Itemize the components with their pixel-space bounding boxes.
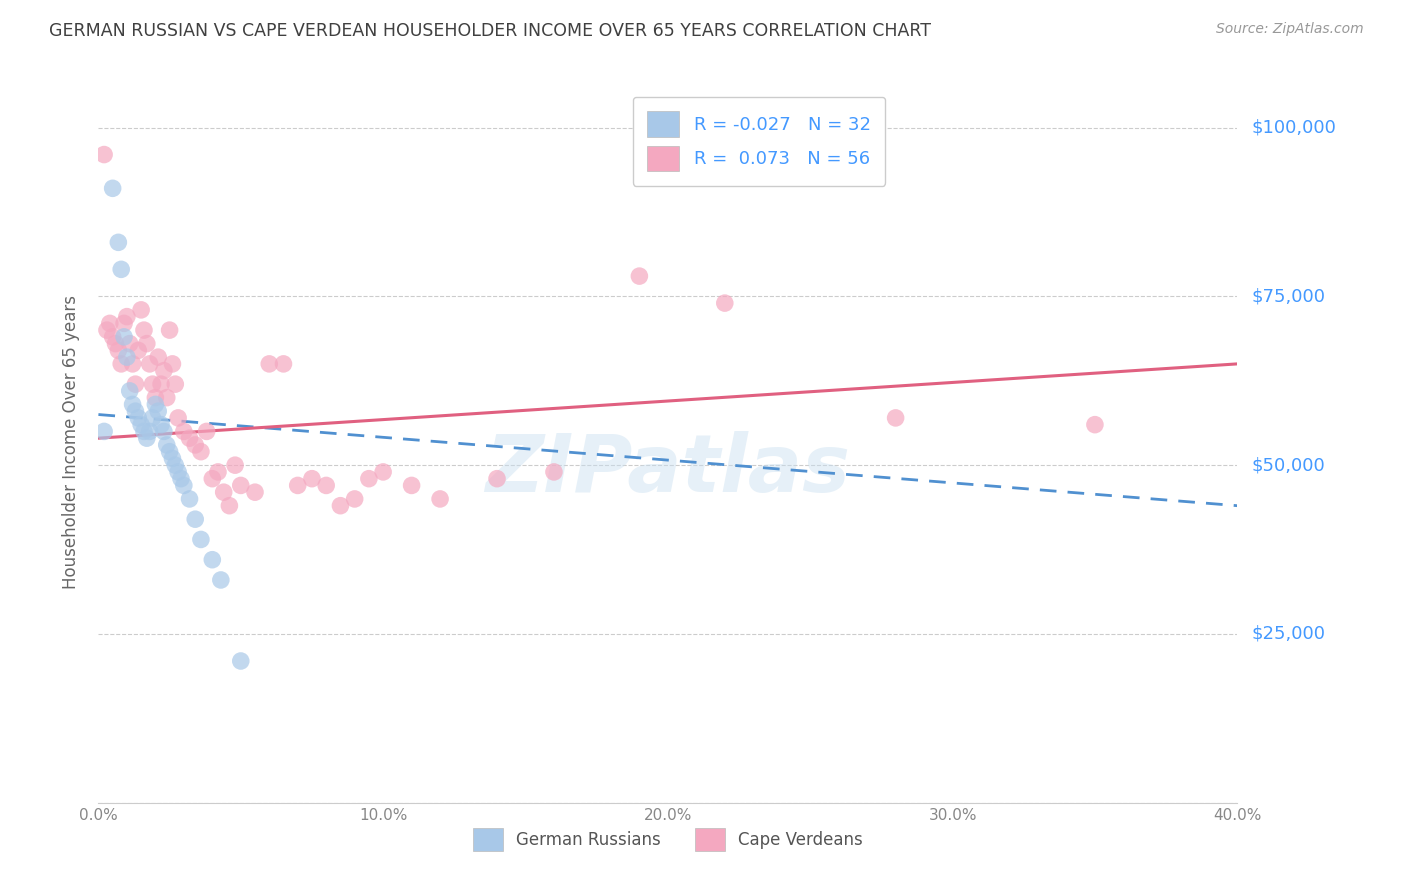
Point bbox=[93, 425, 115, 439]
Text: ZIPatlas: ZIPatlas bbox=[485, 432, 851, 509]
Point bbox=[315, 478, 337, 492]
Point bbox=[159, 444, 181, 458]
Text: GERMAN RUSSIAN VS CAPE VERDEAN HOUSEHOLDER INCOME OVER 65 YEARS CORRELATION CHAR: GERMAN RUSSIAN VS CAPE VERDEAN HOUSEHOLD… bbox=[49, 22, 931, 40]
Point bbox=[301, 472, 323, 486]
Point bbox=[273, 357, 295, 371]
Point bbox=[132, 425, 155, 439]
Point bbox=[112, 330, 135, 344]
Point bbox=[173, 425, 195, 439]
Point bbox=[343, 491, 366, 506]
Point bbox=[159, 323, 181, 337]
Point bbox=[218, 499, 240, 513]
Point bbox=[141, 411, 163, 425]
Point bbox=[145, 397, 167, 411]
Point bbox=[110, 357, 132, 371]
Point bbox=[243, 485, 266, 500]
Point bbox=[135, 431, 157, 445]
Point bbox=[115, 310, 138, 324]
Point bbox=[207, 465, 229, 479]
Point bbox=[212, 485, 235, 500]
Point bbox=[101, 181, 124, 195]
Point bbox=[209, 573, 232, 587]
Point bbox=[229, 654, 252, 668]
Point bbox=[96, 323, 118, 337]
Point bbox=[153, 425, 176, 439]
Point bbox=[259, 357, 281, 371]
Point bbox=[129, 302, 152, 317]
Point bbox=[714, 296, 737, 310]
Point bbox=[107, 235, 129, 250]
Text: $25,000: $25,000 bbox=[1251, 625, 1326, 643]
Point bbox=[107, 343, 129, 358]
Point bbox=[429, 491, 451, 506]
Point bbox=[167, 465, 190, 479]
Point bbox=[118, 336, 141, 351]
Point bbox=[628, 269, 651, 284]
Point bbox=[145, 391, 167, 405]
Point bbox=[170, 472, 193, 486]
Point bbox=[124, 377, 146, 392]
Text: $75,000: $75,000 bbox=[1251, 287, 1326, 305]
Point bbox=[357, 472, 380, 486]
Point bbox=[201, 552, 224, 566]
Point bbox=[156, 391, 179, 405]
Point bbox=[127, 411, 149, 425]
Text: Source: ZipAtlas.com: Source: ZipAtlas.com bbox=[1216, 22, 1364, 37]
Point bbox=[110, 262, 132, 277]
Point bbox=[112, 317, 135, 331]
Point bbox=[190, 444, 212, 458]
Point bbox=[148, 350, 170, 364]
Point bbox=[229, 478, 252, 492]
Point bbox=[486, 472, 509, 486]
Point bbox=[156, 438, 179, 452]
Point bbox=[162, 451, 184, 466]
Point bbox=[150, 377, 173, 392]
Point bbox=[104, 336, 127, 351]
Point bbox=[201, 472, 224, 486]
Point bbox=[543, 465, 565, 479]
Point bbox=[101, 330, 124, 344]
Point bbox=[329, 499, 352, 513]
Point bbox=[373, 465, 395, 479]
Text: $100,000: $100,000 bbox=[1251, 119, 1336, 136]
Legend: German Russians, Cape Verdeans: German Russians, Cape Verdeans bbox=[465, 819, 870, 860]
Point bbox=[179, 431, 201, 445]
Point bbox=[184, 512, 207, 526]
Point bbox=[141, 377, 163, 392]
Point bbox=[150, 417, 173, 432]
Point bbox=[884, 411, 907, 425]
Point bbox=[184, 438, 207, 452]
Point bbox=[98, 317, 121, 331]
Point bbox=[173, 478, 195, 492]
Point bbox=[115, 350, 138, 364]
Point bbox=[138, 425, 160, 439]
Point bbox=[162, 357, 184, 371]
Point bbox=[1084, 417, 1107, 432]
Point bbox=[93, 147, 115, 161]
Point bbox=[153, 364, 176, 378]
Point bbox=[121, 357, 143, 371]
Point bbox=[224, 458, 246, 472]
Point bbox=[165, 377, 187, 392]
Point bbox=[165, 458, 187, 472]
Point bbox=[135, 336, 157, 351]
Point bbox=[167, 411, 190, 425]
Y-axis label: Householder Income Over 65 years: Householder Income Over 65 years bbox=[62, 294, 80, 589]
Point bbox=[148, 404, 170, 418]
Point bbox=[190, 533, 212, 547]
Point bbox=[127, 343, 149, 358]
Point bbox=[121, 397, 143, 411]
Point bbox=[195, 425, 218, 439]
Point bbox=[138, 357, 160, 371]
Point bbox=[179, 491, 201, 506]
Point bbox=[132, 323, 155, 337]
Point bbox=[118, 384, 141, 398]
Text: $50,000: $50,000 bbox=[1251, 456, 1324, 475]
Point bbox=[401, 478, 423, 492]
Point bbox=[124, 404, 146, 418]
Point bbox=[129, 417, 152, 432]
Point bbox=[287, 478, 309, 492]
